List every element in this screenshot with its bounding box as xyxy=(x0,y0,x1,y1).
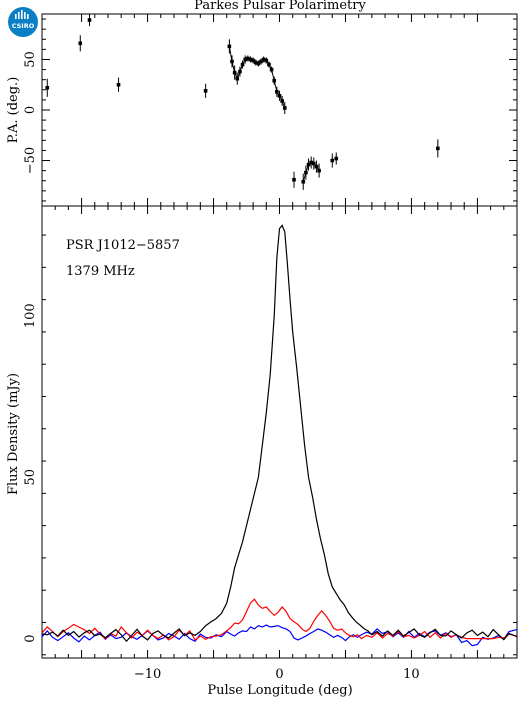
top-panel-frame xyxy=(41,13,518,207)
pa-tick-label: −50 xyxy=(23,147,38,174)
pa-marker xyxy=(334,156,339,161)
pa-point xyxy=(292,171,296,188)
csiro-logo-text: CSIRO xyxy=(12,22,35,30)
pa-marker xyxy=(436,146,440,151)
flux-x-tick-label: 0 xyxy=(275,667,283,682)
pa-marker xyxy=(292,177,296,182)
pa-axis-label: P.A. (deg.) xyxy=(6,77,21,144)
flux-axis-label: Flux Density (mJy) xyxy=(6,373,21,495)
profile-lines xyxy=(41,224,518,647)
flux-tick-label: 100 xyxy=(23,303,38,328)
pa-marker xyxy=(87,18,92,22)
pa-tick-label: 0 xyxy=(23,106,38,114)
pa-trace-line xyxy=(302,161,320,182)
pa-point xyxy=(78,35,83,52)
pulsar-name-annotation: PSR J1012−5857 xyxy=(66,238,180,253)
pa-point xyxy=(436,139,440,158)
pa-point xyxy=(45,78,50,97)
position-angle-panel: −50 0 50 P.A. (deg.) xyxy=(6,13,518,207)
flux-tick-label: 0 xyxy=(23,634,38,642)
pa-trace-line xyxy=(228,46,286,109)
x-axis-label: Pulse Longitude (deg) xyxy=(207,683,352,698)
pa-data-points xyxy=(45,14,440,190)
top-panel-ticks: −50 0 50 xyxy=(23,14,517,206)
flux-x-tick-label: −10 xyxy=(134,667,161,682)
flux-x-tick-label: 10 xyxy=(403,667,420,682)
pa-point xyxy=(203,83,208,98)
pa-marker xyxy=(116,82,121,87)
pa-point xyxy=(87,14,92,27)
pa-point xyxy=(330,153,335,168)
flux-tick-label: 50 xyxy=(23,469,38,486)
frequency-annotation: 1379 MHz xyxy=(66,264,135,279)
pa-marker xyxy=(330,158,335,163)
pa-point xyxy=(334,152,339,165)
csiro-logo: CSIRO xyxy=(8,7,38,37)
pa-marker xyxy=(78,41,83,46)
pa-marker xyxy=(203,89,208,93)
pa-tick-label: 50 xyxy=(23,51,38,68)
chart-title: Parkes Pulsar Polarimetry xyxy=(194,0,366,13)
pa-marker xyxy=(45,85,50,90)
pa-point xyxy=(116,77,121,92)
total-intensity-line xyxy=(41,224,518,643)
linear-polarization-line xyxy=(41,598,518,641)
